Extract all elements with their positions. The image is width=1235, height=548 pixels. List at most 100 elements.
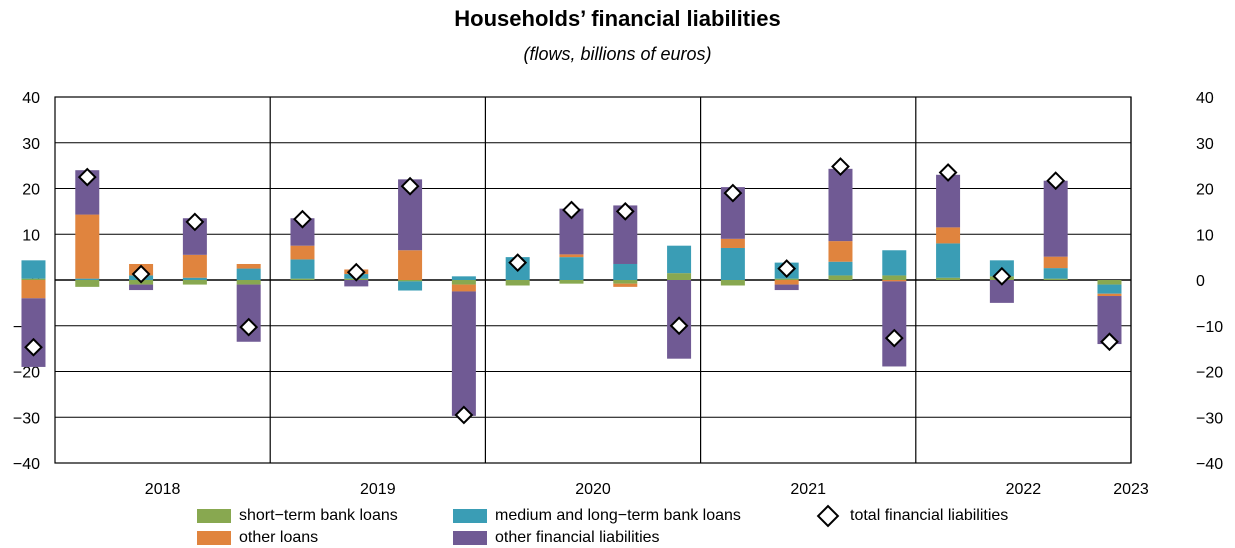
y-tick-label-left: 10 — [22, 227, 40, 244]
y-tick-label-left: −20 — [13, 365, 40, 382]
bar-segment — [236, 280, 261, 285]
total-marker — [884, 328, 904, 348]
legend-item-medium-long-term-bank-loans: medium and long−term bank loans — [453, 506, 741, 526]
bar-segment — [398, 250, 423, 280]
total-marker — [723, 183, 743, 203]
y-tick-label-left: −40 — [13, 456, 40, 473]
bar-segment — [774, 284, 799, 291]
bar-segment — [451, 280, 476, 285]
bar-segment — [828, 275, 853, 280]
bar-segment — [451, 276, 476, 280]
bar-segment — [451, 291, 476, 416]
y-tick-label-right: −20 — [1196, 365, 1223, 382]
bar-segment — [129, 284, 154, 291]
y-tick-label-left: 40 — [22, 90, 40, 107]
legend-swatch-other-loans — [197, 531, 231, 545]
bar-segment — [182, 277, 207, 280]
x-tick-label: 2021 — [790, 481, 826, 498]
bar-segment — [75, 280, 100, 287]
bar-segment — [21, 278, 46, 280]
legend-label-total: total financial liabilities — [850, 507, 1009, 524]
total-marker — [562, 200, 581, 220]
bar-segment — [21, 280, 46, 299]
total-marker — [293, 209, 312, 229]
legend-item-other-loans: other loans — [197, 528, 318, 548]
legend-swatch-other-financial-liabilities — [453, 531, 487, 545]
bar-segment — [882, 275, 907, 280]
y-tick-label-left: 30 — [22, 136, 40, 153]
bar-segment — [613, 263, 638, 280]
bar-segment — [936, 277, 961, 280]
total-marker — [1100, 332, 1119, 352]
bar-segment — [774, 278, 799, 280]
bar-segment — [75, 278, 100, 280]
bar-segment — [559, 280, 584, 284]
bar-segment — [1097, 293, 1122, 297]
legend-label-other-loans: other loans — [239, 529, 319, 546]
bar-segment — [290, 245, 315, 260]
bar-segment — [1043, 180, 1068, 257]
bar-segment — [774, 280, 799, 285]
bar-segment — [720, 280, 745, 286]
x-tick-label: 2020 — [575, 481, 611, 498]
y-tick-label-right: 10 — [1196, 227, 1214, 244]
total-marker — [1046, 171, 1066, 191]
bar-segment — [1097, 284, 1122, 294]
legend-item-short-term-bank-loans: short−term bank loans — [197, 506, 398, 526]
total-marker — [669, 316, 689, 336]
legend-item-other-financial-liabilities: other financial liabilities — [453, 528, 660, 548]
total-marker — [938, 163, 958, 182]
total-marker — [77, 167, 97, 187]
bar-segment — [882, 250, 907, 276]
total-marker — [131, 264, 151, 284]
bar-segment — [1043, 256, 1068, 269]
x-tick-label: 2022 — [1006, 481, 1042, 498]
total-marker — [508, 253, 528, 273]
bar-segment — [290, 278, 315, 280]
bar-segment — [398, 281, 423, 291]
total-marker — [777, 259, 797, 278]
chart-title: Households’ financial liabilities — [454, 6, 781, 31]
legend-marker-total — [816, 504, 840, 528]
legend-swatch-medium-long-term — [453, 509, 487, 523]
bar-segment — [828, 241, 853, 262]
y-tick-label-left: −30 — [13, 410, 40, 427]
y-tick-label-right: 30 — [1196, 136, 1214, 153]
total-marker — [831, 157, 850, 176]
bar-segment — [667, 273, 692, 280]
bar-segment — [21, 260, 46, 279]
bar-segment — [720, 238, 745, 248]
total-marker — [346, 262, 366, 282]
total-marker — [185, 212, 205, 232]
legend-label-medium-long-term: medium and long−term bank loans — [495, 507, 741, 524]
total-marker — [24, 337, 43, 357]
bar-segment — [236, 268, 261, 280]
total-marker — [615, 201, 635, 221]
y-tick-label-right: 20 — [1196, 182, 1214, 199]
legend-swatch-short-term — [197, 509, 231, 523]
y-tick-label-right: −40 — [1196, 456, 1223, 473]
total-marker — [992, 266, 1012, 286]
y-tick-label-left: 20 — [22, 182, 40, 199]
bar-segment — [882, 280, 907, 282]
total-marker — [454, 405, 474, 425]
bar-segment — [451, 284, 476, 292]
bar-segment — [613, 283, 638, 287]
bar-segment — [290, 259, 315, 279]
bar-segment — [828, 261, 853, 276]
legend-item-total-financial-liabilities: total financial liabilities — [812, 504, 1009, 528]
x-tick-label: 2019 — [360, 481, 396, 498]
bar-segment — [75, 214, 100, 279]
legend-label-short-term: short−term bank loans — [239, 507, 398, 524]
bar-segment — [1043, 278, 1068, 280]
bar-segment — [1043, 268, 1068, 279]
y-tick-label-right: −30 — [1196, 410, 1223, 427]
bar-segment — [936, 174, 961, 228]
y-tick-label-right: −10 — [1196, 319, 1223, 336]
bar-segment — [182, 254, 207, 278]
total-marker — [400, 176, 420, 196]
bar-segment — [936, 243, 961, 278]
bar-segment — [398, 280, 423, 282]
bar-segment — [720, 247, 745, 280]
